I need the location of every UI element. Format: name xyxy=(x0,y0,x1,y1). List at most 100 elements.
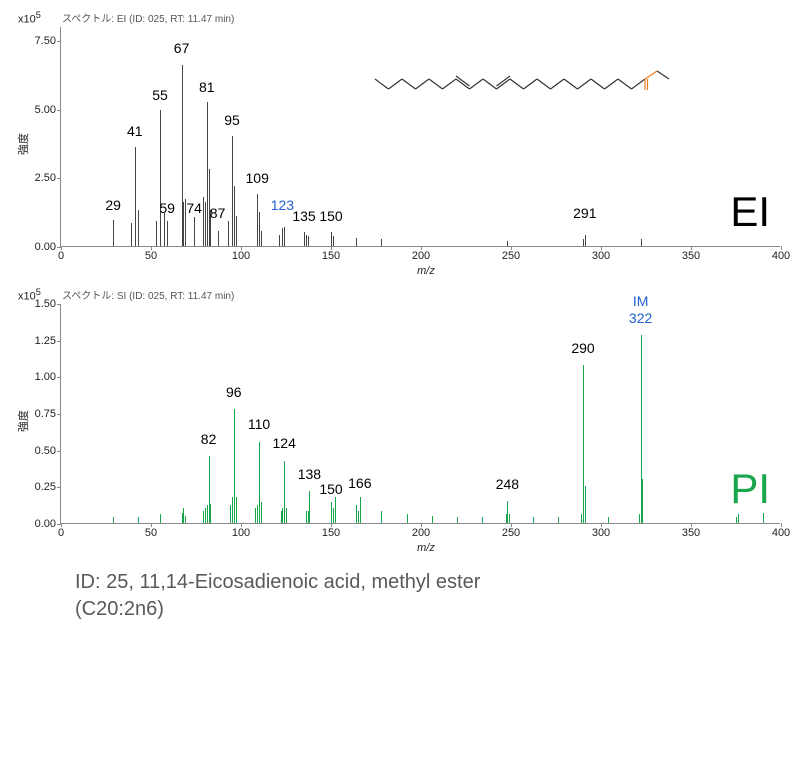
peak-label: 59 xyxy=(159,200,175,216)
peak-label: 110 xyxy=(248,416,270,432)
peak-bar xyxy=(360,497,361,523)
peak-label: 87 xyxy=(210,205,226,221)
x-tick: 400 xyxy=(772,527,790,539)
peak-label: 82 xyxy=(201,431,217,447)
x-tick: 150 xyxy=(322,527,340,539)
ei-plot: EI 0.002.505.007.50050100150200250300350… xyxy=(60,27,780,247)
peak-bar xyxy=(558,517,559,523)
peak-bar xyxy=(608,517,609,523)
peak-bar xyxy=(507,241,508,247)
peak-label: 74 xyxy=(186,200,202,216)
peak-bar xyxy=(509,514,510,523)
x-tick: 100 xyxy=(232,527,250,539)
peak-bar xyxy=(167,221,168,246)
peak-bar xyxy=(286,508,287,523)
ei-x-label: m/z xyxy=(60,265,792,277)
peak-label: 138 xyxy=(298,466,321,482)
peak-bar xyxy=(381,239,382,246)
y-tick: 0.25 xyxy=(26,481,56,493)
peak-bar xyxy=(763,513,764,523)
peak-bar xyxy=(135,147,136,246)
x-tick: 200 xyxy=(412,250,430,262)
peak-bar xyxy=(482,517,483,523)
x-tick: 400 xyxy=(772,250,790,262)
peak-bar xyxy=(218,231,219,246)
compound-name: ID: 25, 11,14-Eicosadienoic acid, methyl… xyxy=(75,569,792,623)
ei-title: スペクトル: EI (ID: 025, RT: 11.47 min) xyxy=(62,10,792,25)
x-tick: 200 xyxy=(412,527,430,539)
pi-plot: PI 0.000.250.500.751.001.251.50050100150… xyxy=(60,304,780,524)
peak-bar xyxy=(164,213,165,246)
x-tick: 150 xyxy=(322,250,340,262)
peak-label: 81 xyxy=(199,79,215,95)
y-tick: 0.50 xyxy=(26,445,56,457)
peak-bar xyxy=(335,497,336,523)
ei-exponent: x105 xyxy=(18,10,41,26)
y-tick: 0.00 xyxy=(26,518,56,530)
peak-label: 67 xyxy=(174,40,190,56)
x-tick: 250 xyxy=(502,250,520,262)
peak-bar xyxy=(407,514,408,523)
y-tick: 0.00 xyxy=(26,241,56,253)
peak-bar xyxy=(261,502,262,523)
peak-label: 123 xyxy=(271,197,294,213)
peak-bar xyxy=(279,235,280,246)
compound-line2: (C20:2n6) xyxy=(75,596,792,623)
peak-bar xyxy=(138,517,139,523)
peak-bar xyxy=(641,239,642,246)
x-tick: 350 xyxy=(682,527,700,539)
peak-bar xyxy=(309,491,310,523)
compound-line1: ID: 25, 11,14-Eicosadienoic acid, methyl… xyxy=(75,569,792,596)
peak-bar xyxy=(228,221,229,246)
peak-bar xyxy=(585,235,586,246)
peak-label: 150 xyxy=(319,481,342,497)
x-tick: 300 xyxy=(592,250,610,262)
pi-x-label: m/z xyxy=(60,542,792,554)
peak-bar xyxy=(236,497,237,523)
peak-bar xyxy=(113,220,114,246)
peak-bar xyxy=(261,231,262,246)
x-tick: 350 xyxy=(682,250,700,262)
x-tick: 300 xyxy=(592,527,610,539)
ei-y-label: 強度 xyxy=(15,133,31,155)
pi-big-label: PI xyxy=(730,465,770,513)
y-tick: 1.00 xyxy=(26,371,56,383)
y-tick: 1.50 xyxy=(26,298,56,310)
peak-bar xyxy=(160,110,161,246)
peak-bar xyxy=(131,223,132,246)
pi-chart: スペクトル: SI (ID: 025, RT: 11.47 min) x105 … xyxy=(60,287,792,554)
peak-bar xyxy=(457,517,458,523)
peak-label: 95 xyxy=(224,112,240,128)
peak-label: 29 xyxy=(105,197,121,213)
peak-label: 248 xyxy=(496,476,519,492)
peak-label: 150 xyxy=(319,208,342,224)
x-tick: 250 xyxy=(502,527,520,539)
peak-label: 124 xyxy=(273,435,296,451)
x-tick: 100 xyxy=(232,250,250,262)
peak-label: 322 xyxy=(629,310,652,326)
peak-bar xyxy=(308,236,309,246)
peak-bar xyxy=(194,217,195,246)
peak-label: 290 xyxy=(571,340,594,356)
peak-bar xyxy=(381,511,382,523)
peak-bar xyxy=(284,227,285,246)
peak-label: 166 xyxy=(348,475,371,491)
peak-bar xyxy=(185,516,186,523)
peak-bar xyxy=(356,238,357,246)
y-tick: 1.25 xyxy=(26,335,56,347)
peak-label: 109 xyxy=(246,170,269,186)
x-tick: 0 xyxy=(58,527,64,539)
peak-label: 135 xyxy=(292,208,315,224)
peak-bar xyxy=(138,210,139,246)
peak-bar xyxy=(160,514,161,523)
peak-label: IM xyxy=(633,293,649,309)
peak-bar xyxy=(156,221,157,246)
peak-bar xyxy=(113,517,114,523)
peak-label: 96 xyxy=(226,384,242,400)
x-tick: 0 xyxy=(58,250,64,262)
peak-bar xyxy=(738,514,739,523)
y-tick: 7.50 xyxy=(26,35,56,47)
pi-title: スペクトル: SI (ID: 025, RT: 11.47 min) xyxy=(62,287,792,302)
molecule-structure xyxy=(371,62,711,112)
x-tick: 50 xyxy=(145,250,157,262)
